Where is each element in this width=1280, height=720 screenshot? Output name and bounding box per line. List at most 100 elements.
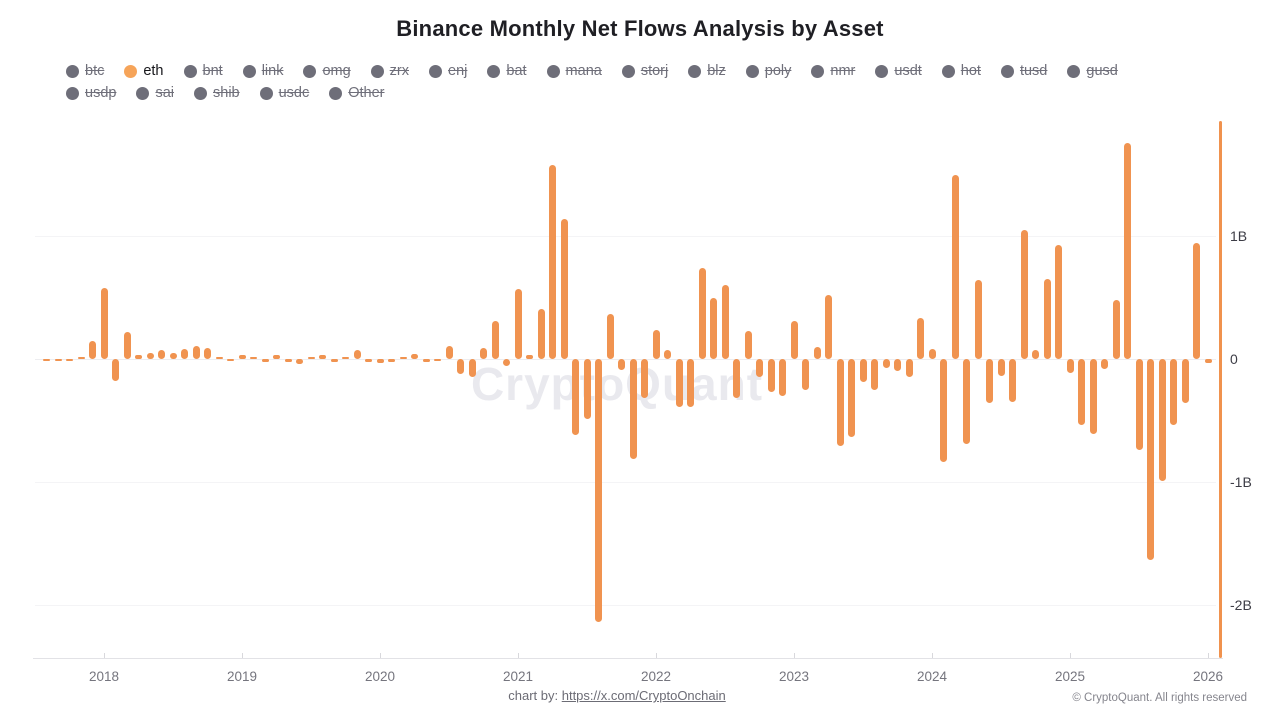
- bar-2022-09[interactable]: [744, 330, 752, 359]
- legend-item-link[interactable]: link: [242, 63, 283, 79]
- legend-item-usdp[interactable]: usdp: [66, 85, 116, 101]
- bar-2025-01[interactable]: [1066, 359, 1074, 373]
- bar-2020-11[interactable]: [491, 320, 499, 359]
- bar-2019-11[interactable]: [353, 350, 361, 359]
- bar-2018-05[interactable]: [146, 352, 154, 360]
- bar-2025-09[interactable]: [1158, 359, 1166, 481]
- bar-2021-10[interactable]: [618, 359, 625, 371]
- bar-2019-10[interactable]: [342, 357, 349, 359]
- bar-2019-07[interactable]: [307, 356, 315, 359]
- bar-2019-04[interactable]: [273, 354, 280, 359]
- legend-item-other[interactable]: Other: [329, 85, 385, 101]
- bar-2024-09[interactable]: [1020, 229, 1028, 359]
- bar-2022-03[interactable]: [675, 359, 683, 407]
- bar-2023-08[interactable]: [871, 359, 878, 390]
- bar-2018-09[interactable]: [192, 345, 200, 359]
- bar-2018-10[interactable]: [204, 347, 211, 359]
- bar-2021-07[interactable]: [583, 359, 591, 420]
- bar-2022-02[interactable]: [664, 350, 671, 359]
- bar-2019-08[interactable]: [319, 355, 326, 359]
- bar-2023-12[interactable]: [917, 318, 924, 359]
- bar-2018-06[interactable]: [158, 350, 165, 359]
- bar-2022-08[interactable]: [733, 359, 740, 399]
- bar-2020-07[interactable]: [445, 345, 453, 359]
- bar-2023-04[interactable]: [825, 295, 832, 359]
- bar-2020-09[interactable]: [468, 359, 476, 378]
- bar-2025-07[interactable]: [1135, 359, 1143, 450]
- bar-2022-06[interactable]: [710, 297, 717, 359]
- bar-2021-09[interactable]: [606, 313, 614, 359]
- legend-item-poly[interactable]: poly: [745, 63, 791, 79]
- bar-2023-11[interactable]: [905, 359, 913, 378]
- legend-item-bnt[interactable]: bnt: [183, 63, 223, 79]
- bar-2018-07[interactable]: [169, 352, 177, 360]
- bar-2024-10[interactable]: [1032, 350, 1039, 359]
- bar-2024-11[interactable]: [1043, 279, 1051, 360]
- bar-2024-04[interactable]: [963, 359, 970, 444]
- bar-2017-10[interactable]: [66, 359, 73, 361]
- bar-2021-05[interactable]: [560, 218, 568, 359]
- legend-item-nmr[interactable]: nmr: [811, 63, 855, 79]
- bar-2018-12[interactable]: [227, 359, 234, 361]
- bar-2020-12[interactable]: [503, 359, 510, 367]
- bar-2023-10[interactable]: [894, 359, 901, 372]
- bar-2018-11[interactable]: [215, 356, 223, 359]
- bar-2022-10[interactable]: [756, 359, 763, 378]
- legend-item-bat[interactable]: bat: [487, 63, 527, 79]
- bar-2020-02[interactable]: [388, 359, 395, 362]
- bar-2022-05[interactable]: [698, 268, 706, 359]
- legend-item-mana[interactable]: mana: [546, 63, 602, 79]
- bar-2022-11[interactable]: [767, 359, 775, 393]
- bar-2019-06[interactable]: [296, 359, 303, 364]
- bar-2025-12[interactable]: [1193, 243, 1200, 359]
- bar-2021-12[interactable]: [641, 359, 648, 399]
- bar-2022-01[interactable]: [652, 329, 660, 359]
- bar-2025-10[interactable]: [1170, 359, 1177, 426]
- bar-2020-03[interactable]: [399, 357, 407, 359]
- bar-2021-04[interactable]: [549, 164, 556, 359]
- legend-item-usdt[interactable]: usdt: [875, 63, 922, 79]
- bar-2023-01[interactable]: [790, 320, 798, 359]
- bar-2025-08[interactable]: [1147, 359, 1154, 560]
- legend-item-tusd[interactable]: tusd: [1000, 63, 1047, 79]
- bar-2017-09[interactable]: [54, 359, 62, 361]
- bar-2018-04[interactable]: [135, 355, 142, 359]
- bar-2020-05[interactable]: [422, 359, 430, 362]
- legend-item-usdc[interactable]: usdc: [259, 85, 309, 101]
- bar-2023-09[interactable]: [882, 359, 890, 368]
- bar-2023-05[interactable]: [836, 359, 844, 447]
- bar-2021-01[interactable]: [514, 288, 522, 359]
- bar-2019-02[interactable]: [250, 356, 257, 359]
- bar-2019-05[interactable]: [284, 359, 292, 362]
- bar-2024-02[interactable]: [940, 359, 947, 463]
- bar-2023-03[interactable]: [813, 346, 821, 359]
- bar-2022-04[interactable]: [687, 359, 694, 407]
- bar-2018-02[interactable]: [112, 359, 119, 382]
- credit-link[interactable]: https://x.com/CryptoOnchain: [561, 688, 726, 703]
- bar-2023-07[interactable]: [859, 359, 867, 383]
- bar-2022-12[interactable]: [779, 359, 786, 396]
- bar-2026-01[interactable]: [1204, 359, 1212, 363]
- bar-2022-07[interactable]: [721, 285, 729, 359]
- legend-item-eth[interactable]: eth: [124, 63, 164, 79]
- bar-2018-08[interactable]: [181, 349, 188, 359]
- bar-2025-11[interactable]: [1181, 359, 1189, 404]
- bar-2025-04[interactable]: [1101, 359, 1108, 369]
- bar-2024-12[interactable]: [1055, 244, 1062, 359]
- legend-item-sai[interactable]: sai: [136, 85, 174, 101]
- legend-item-shib[interactable]: shib: [194, 85, 240, 101]
- bar-2021-11[interactable]: [629, 359, 637, 459]
- bar-2019-09[interactable]: [330, 359, 338, 362]
- bar-2025-05[interactable]: [1112, 300, 1120, 359]
- bar-2021-02[interactable]: [526, 355, 533, 359]
- bar-2024-05[interactable]: [974, 280, 982, 359]
- legend-item-btc[interactable]: btc: [66, 63, 104, 79]
- bar-2025-06[interactable]: [1124, 142, 1131, 359]
- bar-2019-12[interactable]: [365, 359, 372, 362]
- bar-2025-02[interactable]: [1078, 359, 1085, 426]
- bar-2019-01[interactable]: [238, 355, 246, 359]
- legend-item-omg[interactable]: omg: [303, 63, 351, 79]
- legend-item-zrx[interactable]: zrx: [370, 63, 409, 79]
- bar-2024-08[interactable]: [1009, 359, 1016, 402]
- bar-2020-10[interactable]: [480, 347, 487, 359]
